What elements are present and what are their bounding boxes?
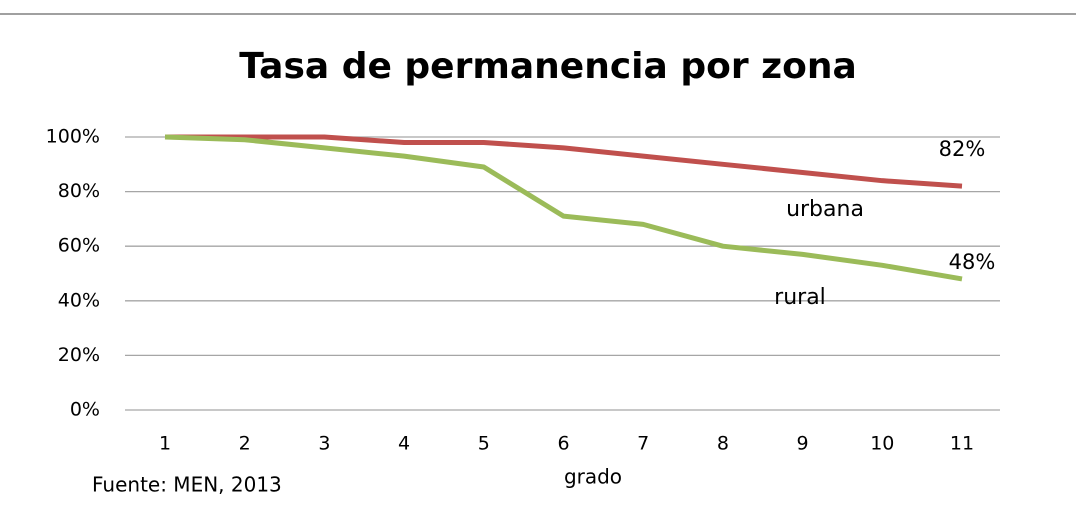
x-tick-label: 8 xyxy=(717,433,729,455)
y-tick-label: 40% xyxy=(58,289,100,311)
x-tick-label: 1 xyxy=(159,433,171,455)
series-label: rural xyxy=(774,285,826,310)
y-tick-label: 60% xyxy=(58,235,100,257)
data-label: 48% xyxy=(949,250,996,274)
y-tick-label: 80% xyxy=(58,180,100,202)
x-tick-label: 2 xyxy=(239,433,251,455)
data-label: 82% xyxy=(939,137,986,161)
x-tick-label: 5 xyxy=(478,433,490,455)
x-tick-label: 11 xyxy=(950,433,974,455)
y-tick-label: 100% xyxy=(46,126,100,148)
y-tick-label: 20% xyxy=(58,344,100,366)
x-tick-label: 9 xyxy=(797,433,809,455)
series-line xyxy=(165,134,963,189)
x-tick-label: 3 xyxy=(318,433,330,455)
source: Fuente: MEN, 2013 xyxy=(92,473,282,497)
x-tick-label: 10 xyxy=(870,433,894,455)
series-line xyxy=(164,134,963,282)
x-tick-label: 4 xyxy=(398,433,410,455)
chart-title: Tasa de permanencia por zona xyxy=(239,46,857,87)
x-tick-label: 6 xyxy=(557,433,569,455)
x-tick-label: 7 xyxy=(637,433,649,455)
y-tick-label: 0% xyxy=(70,399,100,421)
series-label: urbana xyxy=(786,197,864,222)
x-axis-label: grado xyxy=(564,465,622,489)
